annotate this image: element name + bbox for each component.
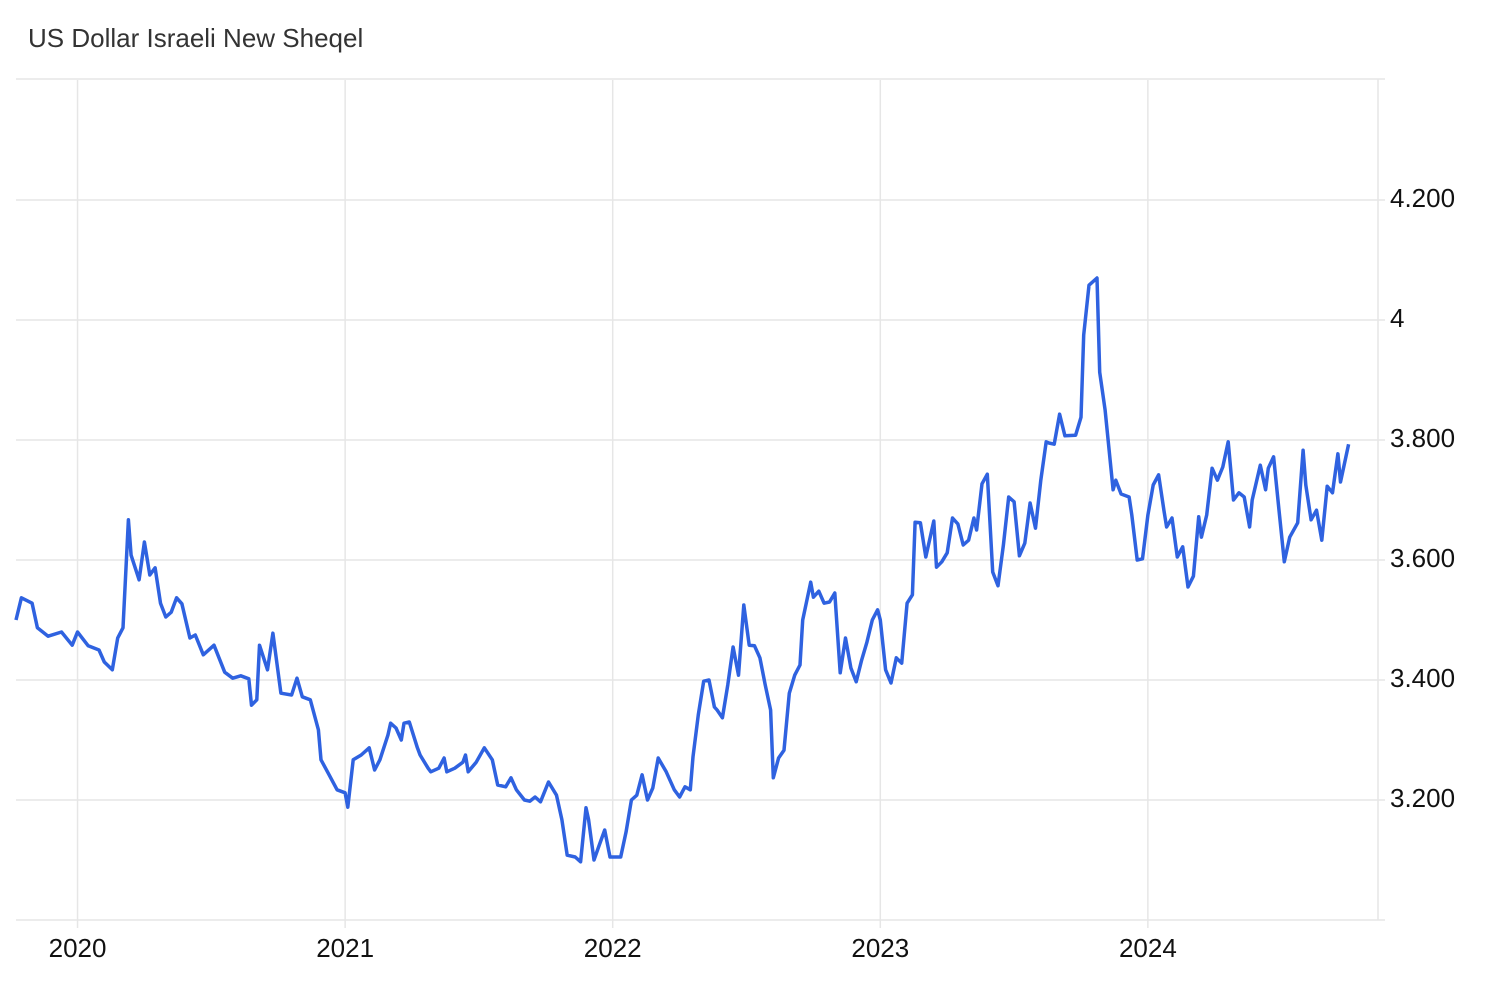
- y-tick-label: 4.200: [1390, 183, 1455, 213]
- y-tick-label: 3.200: [1390, 783, 1455, 813]
- x-tick-label: 2021: [316, 933, 374, 963]
- price-line: [14, 276, 1351, 864]
- x-tick-label: 2024: [1119, 933, 1177, 963]
- chart-title: US Dollar Israeli New Sheqel: [28, 23, 363, 53]
- x-tick-label: 2023: [851, 933, 909, 963]
- y-tick-label: 3.400: [1390, 663, 1455, 693]
- y-tick-label: 4: [1390, 303, 1404, 333]
- y-tick-label: 3.800: [1390, 423, 1455, 453]
- y-tick-label: 3.600: [1390, 543, 1455, 573]
- x-tick-label: 2022: [584, 933, 642, 963]
- x-tick-label: 2020: [49, 933, 107, 963]
